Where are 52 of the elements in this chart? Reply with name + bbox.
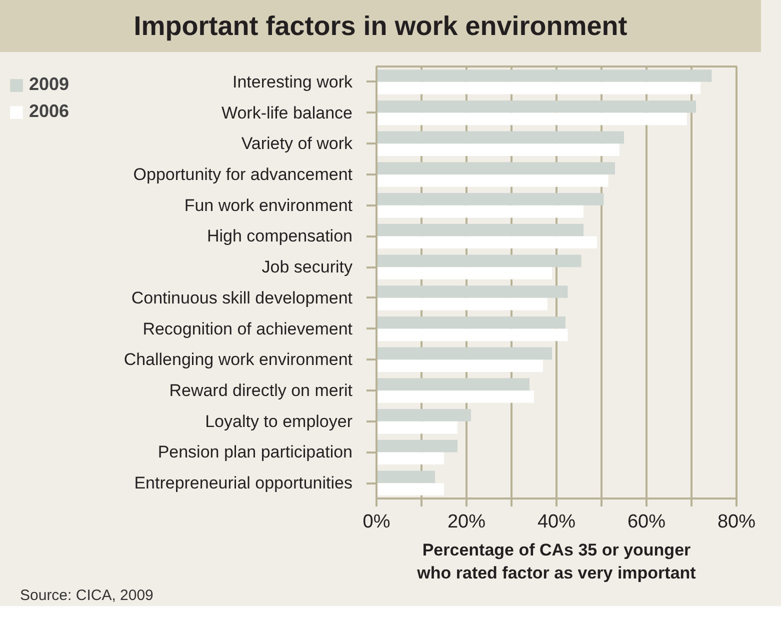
bar [376, 236, 597, 249]
bar [376, 162, 615, 174]
y-tick-label: Work-life balance [221, 103, 353, 122]
bar [376, 254, 582, 268]
y-tick-label: Loyalty to employer [205, 412, 353, 431]
x-tick-label: 20% [447, 512, 486, 532]
bar [376, 193, 604, 206]
bar [376, 112, 687, 126]
bar [376, 347, 552, 360]
y-tick-label: Fun work environment [184, 196, 353, 215]
bar [376, 360, 543, 372]
bar [376, 409, 471, 422]
bar [376, 298, 548, 310]
bar [376, 131, 624, 144]
bar [376, 452, 444, 465]
legend-label: 2009 [29, 74, 70, 95]
y-tick-label: High compensation [206, 226, 352, 246]
bar [376, 144, 620, 156]
bar [376, 174, 608, 187]
chart-title: Important factors in work environment [134, 10, 628, 43]
bar [376, 483, 444, 496]
y-tick-label: Opportunity for advancement [133, 165, 353, 184]
y-tick-label: Pension plan participation [158, 442, 352, 462]
y-tick-label: Variety of work [241, 134, 353, 154]
bar [376, 82, 700, 94]
y-tick-label: Challenging work environment [124, 350, 353, 370]
source-note: Source: CICA, 2009 [20, 586, 154, 606]
bar [376, 378, 530, 390]
legend-label: 2006 [29, 101, 70, 122]
bar [376, 267, 552, 280]
bar [376, 328, 568, 342]
bar [376, 316, 566, 329]
bar [376, 224, 584, 236]
y-tick-label: Entrepreneurial opportunities [134, 474, 353, 493]
y-tick-label: Continuous skill development [131, 288, 353, 308]
bar [376, 100, 696, 113]
bar [376, 440, 458, 452]
bar [376, 70, 712, 82]
x-tick-label: 0% [362, 512, 390, 532]
x-tick-label: 40% [537, 512, 576, 532]
x-axis-title: Percentage of CAs 35 or younger who rated factor as very important [416, 540, 696, 582]
y-tick-label: Job security [262, 258, 353, 277]
bar [376, 421, 458, 434]
bar [376, 205, 584, 218]
y-tick-label: Reward directly on merit [169, 381, 353, 400]
x-tick-label: 60% [627, 512, 666, 532]
y-tick-label: Interesting work [232, 72, 353, 92]
y-tick-label: Recognition of achievement [142, 319, 353, 338]
bar [376, 470, 435, 484]
bar [376, 390, 534, 403]
bar [376, 286, 568, 298]
x-tick-label: 80% [717, 512, 756, 532]
